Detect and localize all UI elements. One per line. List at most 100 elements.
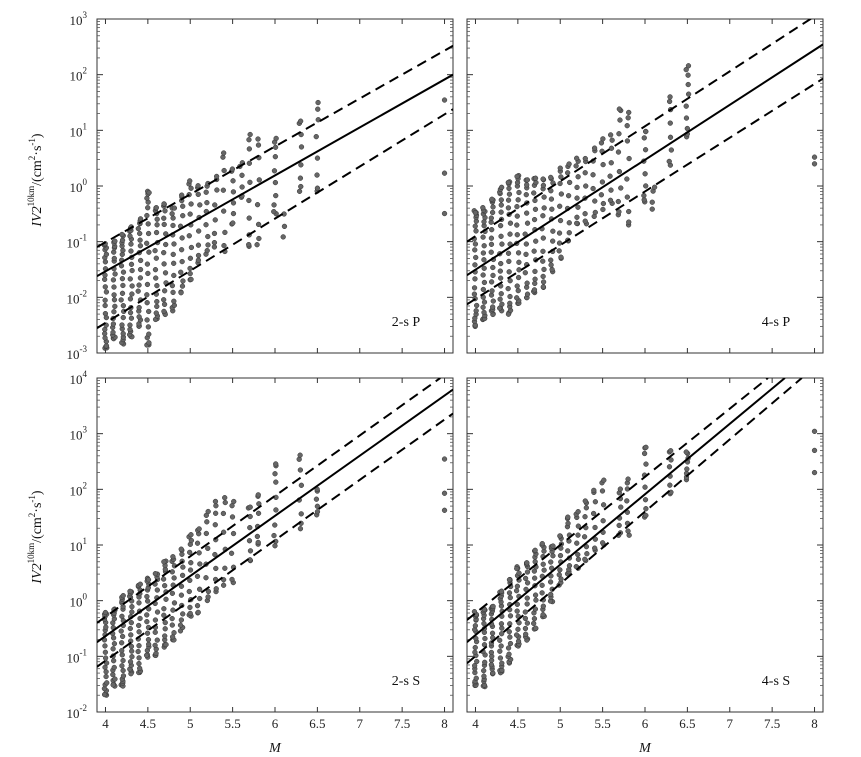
data-point <box>137 230 143 237</box>
data-point <box>211 244 218 250</box>
data-point <box>472 241 479 247</box>
data-point <box>480 234 486 240</box>
regression-upper-line <box>467 378 769 621</box>
data-point <box>211 230 218 237</box>
data-point <box>556 248 562 254</box>
data-point <box>228 550 235 556</box>
data-point <box>118 297 124 303</box>
data-point <box>550 553 556 559</box>
data-point <box>213 173 220 180</box>
data-point <box>273 507 279 513</box>
data-point <box>584 551 590 557</box>
data-point <box>256 177 262 183</box>
data-point <box>313 134 319 140</box>
data-point <box>179 572 186 579</box>
scatter-points <box>471 428 818 690</box>
data-point <box>489 630 496 636</box>
data-point <box>272 522 278 528</box>
data-point <box>146 308 152 315</box>
regression-mean-line <box>97 388 453 643</box>
data-point <box>592 499 599 505</box>
data-point <box>186 588 192 595</box>
data-point <box>581 534 588 540</box>
data-point <box>110 646 116 652</box>
data-point <box>617 486 623 492</box>
data-point <box>566 563 573 569</box>
data-point <box>556 230 563 236</box>
outlier-point <box>441 97 448 103</box>
data-point <box>246 241 252 248</box>
data-point <box>592 545 598 551</box>
data-point <box>229 576 235 583</box>
data-point <box>683 115 690 121</box>
y-axis-label-top: IV210km/(cm2·s-1) <box>26 133 45 228</box>
data-point <box>481 309 487 316</box>
data-point <box>178 592 185 598</box>
data-point <box>550 238 556 244</box>
data-point <box>119 290 126 296</box>
data-point <box>524 580 531 586</box>
data-point <box>507 220 514 226</box>
data-point <box>507 621 513 627</box>
data-point <box>643 506 649 512</box>
x-tick-label: 7.5 <box>764 716 780 731</box>
data-point <box>582 556 588 562</box>
data-point <box>506 191 513 197</box>
data-point <box>145 221 151 227</box>
data-point <box>624 498 630 504</box>
panel-label: 4-s S <box>762 674 790 689</box>
x-tick-label: 5 <box>557 716 564 731</box>
y-tick-label: 101 <box>70 536 88 554</box>
data-point <box>505 285 511 292</box>
data-point <box>129 604 135 610</box>
data-point <box>498 184 505 190</box>
data-point <box>591 145 598 151</box>
data-point <box>524 280 530 286</box>
data-point <box>497 637 503 643</box>
data-point <box>220 510 227 517</box>
data-point <box>298 511 304 517</box>
data-point <box>162 626 168 632</box>
data-point <box>315 99 321 106</box>
data-point <box>523 241 529 247</box>
data-point <box>119 322 125 328</box>
data-point <box>154 303 160 310</box>
data-point <box>540 248 546 254</box>
data-point <box>187 604 193 611</box>
data-point <box>135 648 141 655</box>
data-point <box>120 247 126 254</box>
data-point <box>574 155 580 161</box>
data-point <box>540 561 546 567</box>
data-point <box>162 208 168 214</box>
data-point <box>230 200 237 206</box>
data-point <box>112 238 118 244</box>
data-point <box>498 291 504 297</box>
data-point <box>297 526 304 532</box>
data-point <box>472 247 478 253</box>
data-point <box>120 303 126 309</box>
data-point <box>515 250 522 256</box>
data-point <box>161 215 167 221</box>
data-point <box>480 205 486 211</box>
data-point <box>197 595 203 602</box>
data-point <box>213 565 219 572</box>
data-point <box>667 120 673 126</box>
data-point <box>128 315 135 321</box>
data-point <box>498 621 505 627</box>
data-point <box>582 514 588 520</box>
data-point <box>255 142 262 148</box>
data-point <box>110 658 117 664</box>
data-point <box>506 258 512 265</box>
x-tick-label: 7 <box>357 716 364 731</box>
outlier-point <box>811 161 818 167</box>
data-point <box>498 233 504 239</box>
data-point <box>247 513 253 520</box>
data-point <box>247 504 253 510</box>
data-point <box>254 202 261 208</box>
data-point <box>471 662 478 669</box>
data-point <box>582 155 588 162</box>
data-point <box>102 284 108 290</box>
data-point <box>315 106 321 112</box>
data-point <box>205 545 211 552</box>
data-point <box>195 242 202 248</box>
